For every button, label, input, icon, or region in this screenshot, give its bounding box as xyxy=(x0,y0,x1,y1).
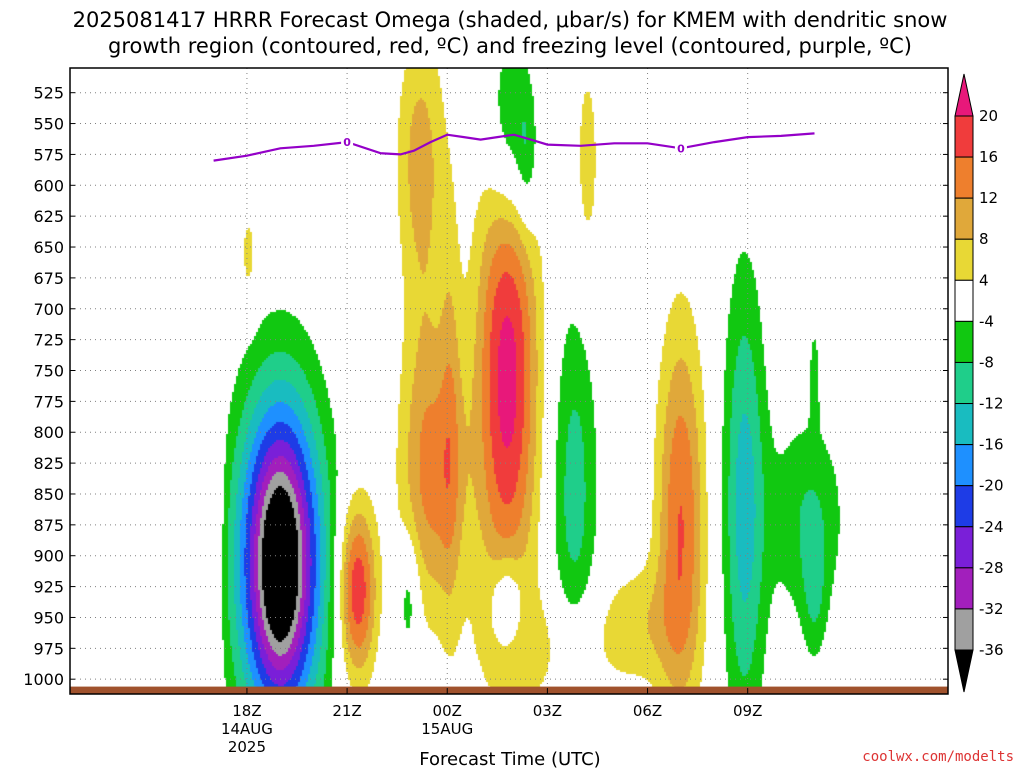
colorbar-tick-label: 20 xyxy=(979,107,998,125)
y-tick-label: 900 xyxy=(33,547,64,566)
colorbar-band xyxy=(954,115,974,158)
colorbar-tick-label: 12 xyxy=(979,189,998,207)
colorbar-band xyxy=(954,361,974,405)
y-tick-label: 800 xyxy=(33,423,64,442)
colorbar-band xyxy=(954,526,974,569)
omega-shading xyxy=(70,68,948,694)
y-tick-label: 575 xyxy=(33,145,64,164)
y-tick-label: 825 xyxy=(33,454,64,473)
colorbar-band xyxy=(954,238,974,281)
y-tick-label: 750 xyxy=(33,362,64,381)
colorbar-band xyxy=(954,156,974,199)
colorbar-tick-label: 16 xyxy=(979,148,998,166)
y-tick-label: 675 xyxy=(33,269,64,288)
chart-title-line-1: 2025081417 HRRR Forecast Omega (shaded, … xyxy=(73,8,948,32)
y-tick-label: 775 xyxy=(33,392,64,411)
colorbar-tick-label: -24 xyxy=(979,518,1004,536)
x-tick-date: 15AUG xyxy=(421,720,473,738)
plot-frame xyxy=(69,67,949,695)
colorbar-legend: 20 16 12 8 4 -4 -8 -12 -16 -20 -24 -28 -32 -36 xyxy=(954,73,1004,693)
colorbar-tick-label: -16 xyxy=(979,436,1004,454)
x-tick-label: 09Z xyxy=(733,702,762,720)
y-tick-label: 975 xyxy=(33,639,64,658)
y-tick-label: 725 xyxy=(33,331,64,350)
y-tick-label: 925 xyxy=(33,578,64,597)
x-tick-label: 00Z xyxy=(433,702,462,720)
y-axis: 525 550 575 600 625 650 675 700 725 750 775 800 825 8… xyxy=(23,84,948,689)
freezing-level-label-bg xyxy=(341,135,354,149)
colorbar-top-arrow xyxy=(954,73,974,117)
colorbar-band xyxy=(954,485,974,528)
y-tick-label: 950 xyxy=(33,608,64,627)
x-tick-label: 18Z xyxy=(232,702,261,720)
colorbar-band xyxy=(954,320,974,363)
colorbar-tick-label: -4 xyxy=(979,312,994,330)
colorbar-tick-label: -28 xyxy=(979,559,1004,577)
y-tick-label: 1000 xyxy=(23,670,64,689)
colorbar-band xyxy=(954,279,974,322)
freezing-level-label-bg xyxy=(674,141,687,155)
x-tick-label: 03Z xyxy=(533,702,562,720)
y-tick-label: 850 xyxy=(33,485,64,504)
colorbar-band xyxy=(954,444,974,487)
y-tick-label: 700 xyxy=(33,300,64,319)
colorbar-band xyxy=(954,403,974,446)
colorbar-band xyxy=(954,197,974,240)
y-tick-label: 525 xyxy=(33,84,64,103)
ground-surface xyxy=(70,686,948,694)
colorbar-band xyxy=(954,608,974,651)
y-tick-label: 550 xyxy=(33,115,64,134)
colorbar-tick-label: 8 xyxy=(979,230,989,248)
colorbar-tick-label: -8 xyxy=(979,353,994,371)
chart-title-line-2: growth region (contoured, red, ºC) and f… xyxy=(108,34,912,58)
y-tick-label: 625 xyxy=(33,207,64,226)
colorbar-bottom-arrow xyxy=(954,649,974,693)
colorbar-tick-label: -32 xyxy=(979,600,1004,618)
colorbar-band xyxy=(954,567,974,610)
freezing-level-label: 0 xyxy=(343,136,351,149)
y-tick-label: 600 xyxy=(33,176,64,195)
x-tick-label: 06Z xyxy=(633,702,662,720)
x-axis-label: Forecast Time (UTC) xyxy=(419,749,600,768)
y-tick-label: 650 xyxy=(33,238,64,257)
x-tick-year: 2025 xyxy=(228,738,266,756)
x-tick-date: 14AUG xyxy=(221,720,273,738)
colorbar-tick-label: -20 xyxy=(979,477,1004,495)
colorbar-tick-label: -12 xyxy=(979,395,1004,413)
freezing-level-label: 0 xyxy=(677,142,685,155)
x-tick-label: 21Z xyxy=(332,702,361,720)
credit-text: coolwx.com/modelts xyxy=(862,749,1014,765)
colorbar-tick-label: -36 xyxy=(979,641,1004,659)
colorbar-tick-label: 4 xyxy=(979,271,989,289)
y-tick-label: 875 xyxy=(33,516,64,535)
